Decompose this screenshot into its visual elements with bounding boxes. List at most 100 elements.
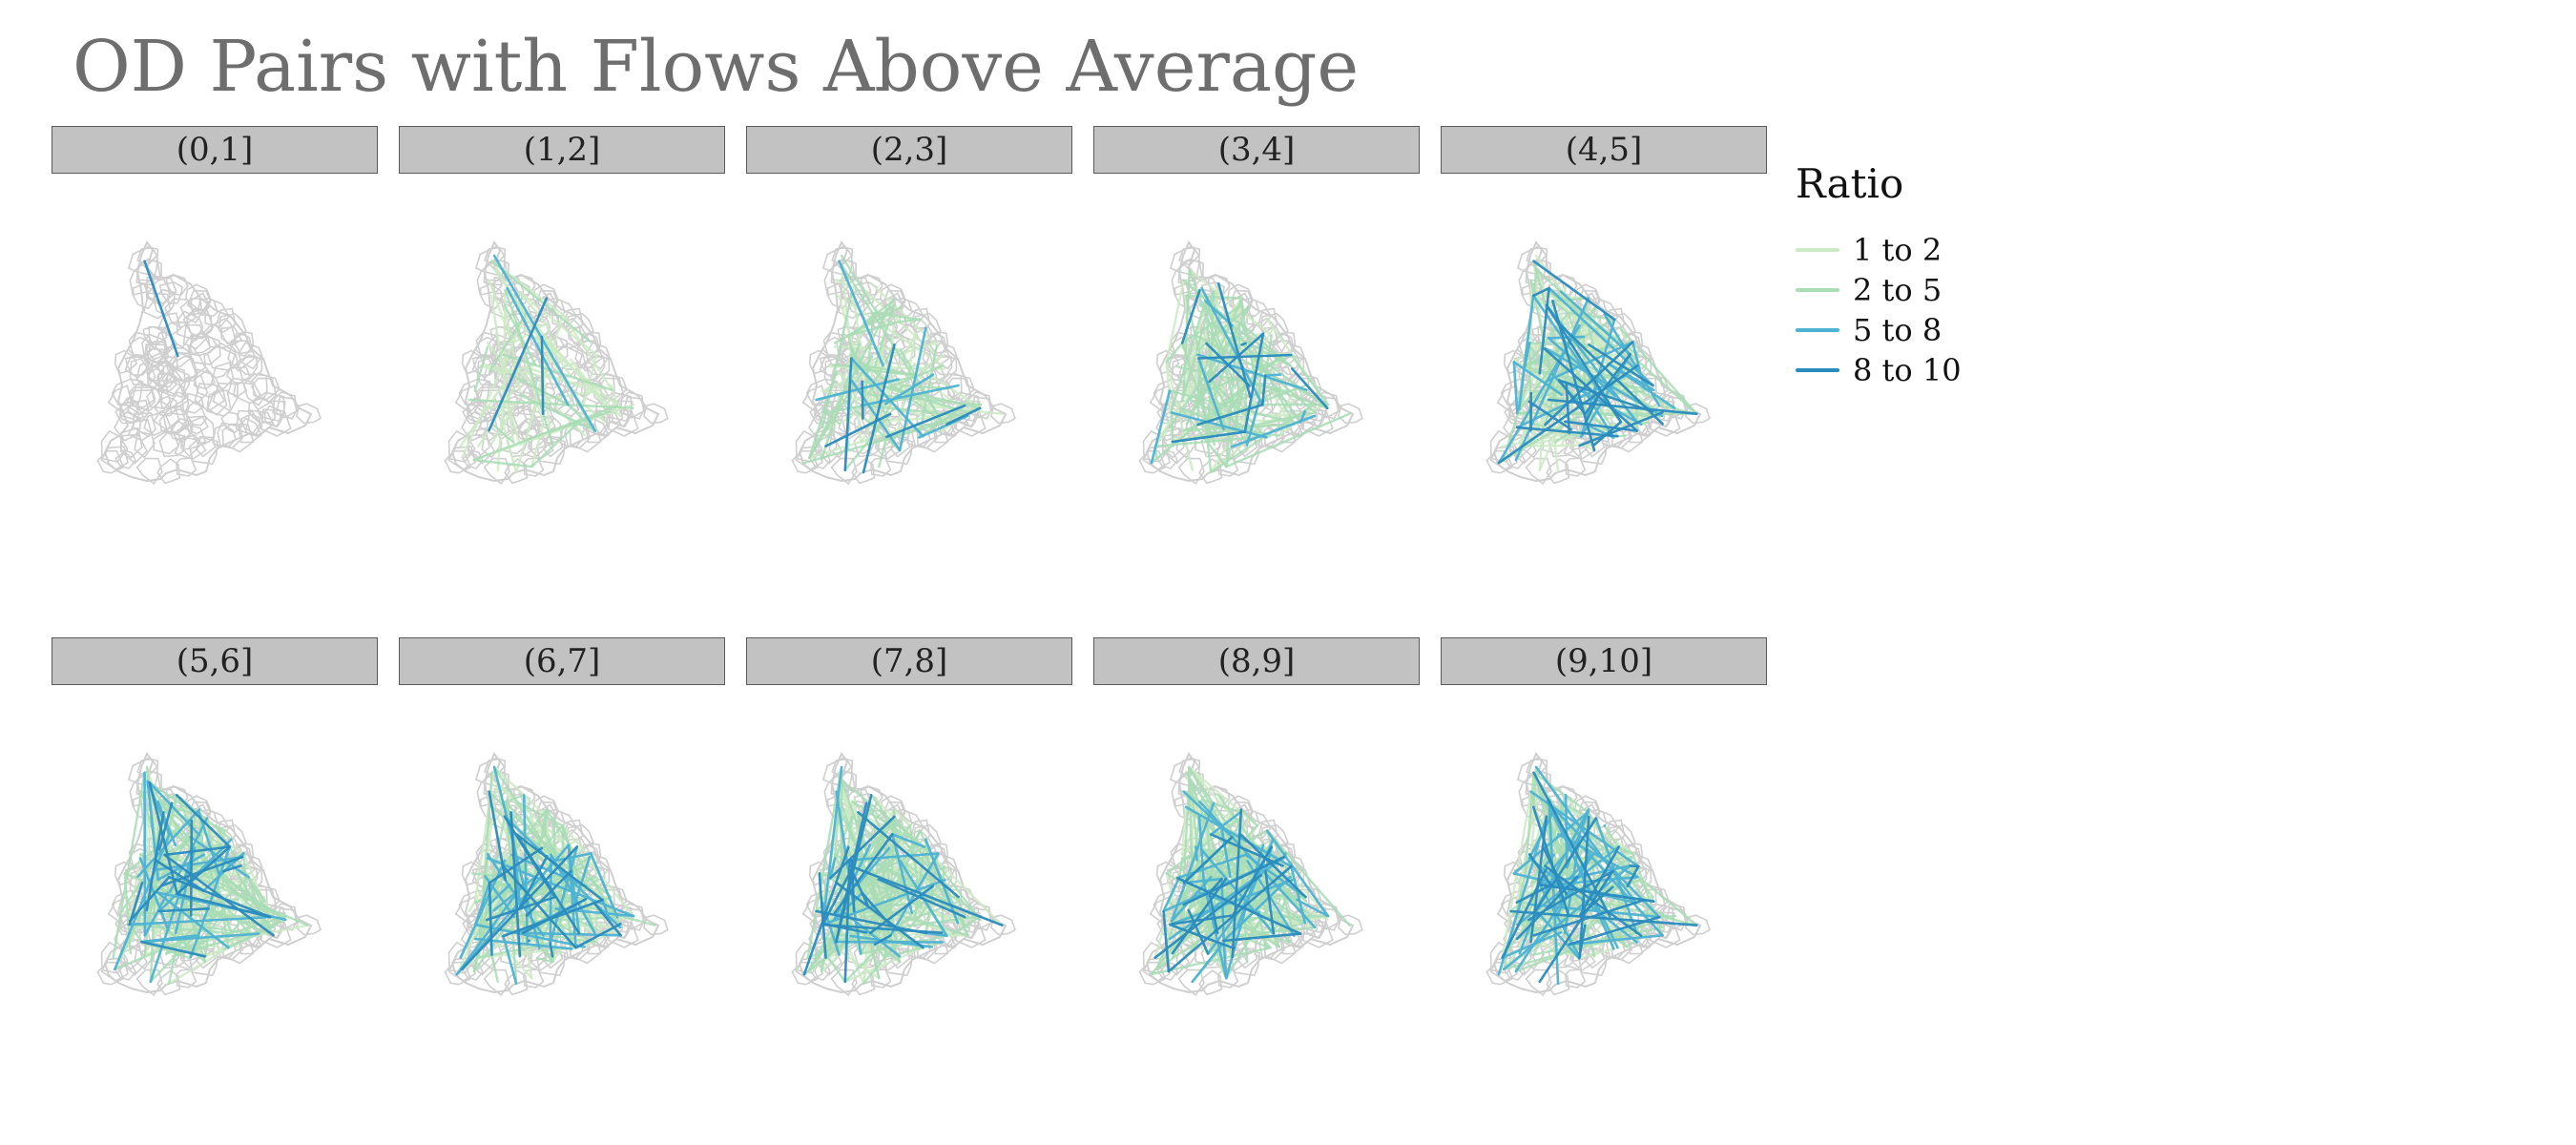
flow-line (1170, 875, 1213, 923)
flow-line (1603, 824, 1639, 879)
district-118 (227, 340, 258, 372)
flow-line (1265, 829, 1330, 918)
flow-line (176, 845, 232, 896)
flow-line (148, 781, 228, 909)
flow-line (1534, 808, 1590, 912)
flow-line (847, 334, 859, 375)
flow-line (485, 895, 556, 922)
district-65 (127, 336, 153, 358)
flow-line (1171, 430, 1247, 444)
district-46 (272, 391, 299, 420)
facet-strip-label: (9,10] (1441, 637, 1767, 685)
flow-line (571, 855, 592, 909)
district-29 (831, 758, 853, 778)
flow-line (459, 364, 518, 448)
flow-line (1538, 884, 1655, 903)
flow-line (1187, 397, 1268, 439)
district-52 (945, 903, 980, 934)
flow-line (1225, 412, 1351, 468)
flow-line (1526, 311, 1569, 366)
flow-line (1179, 780, 1191, 922)
district-125 (156, 458, 181, 485)
flow-line (1182, 835, 1234, 885)
flow-line (1629, 864, 1640, 868)
flow-line (1568, 915, 1661, 947)
district-130 (1503, 349, 1527, 375)
flow-line (189, 819, 194, 917)
flow-line (486, 781, 499, 856)
flow-line (821, 288, 854, 429)
district-125 (1198, 969, 1223, 996)
flow-line (502, 898, 604, 938)
district-boundaries (96, 240, 322, 485)
flow-line (883, 941, 945, 959)
district-119 (233, 382, 261, 405)
flow-line (509, 811, 522, 958)
flow-line (1527, 853, 1553, 887)
flow-line (1239, 322, 1296, 426)
flow-line (143, 260, 179, 358)
district-89 (210, 361, 235, 390)
flow-line (1524, 365, 1598, 387)
flow-line (1503, 864, 1631, 971)
district-71 (202, 317, 238, 349)
flow-line (1532, 771, 1589, 814)
flow-line (821, 923, 944, 935)
district-41 (124, 389, 156, 416)
district-32 (145, 276, 173, 307)
district-125 (1546, 969, 1570, 996)
district-123 (114, 399, 145, 425)
district-65 (474, 336, 500, 358)
flow-line (1546, 800, 1661, 919)
flow-line (140, 940, 207, 958)
flow-line (835, 279, 856, 290)
flow-line (526, 342, 552, 434)
flow-line (128, 875, 171, 923)
flow-line (1538, 286, 1550, 375)
flow-line (1563, 420, 1639, 432)
flow-line (1169, 923, 1236, 950)
flow-line (900, 817, 912, 827)
flow-line (1538, 869, 1614, 984)
flow-line (1195, 845, 1198, 862)
flow-line (864, 290, 937, 356)
district-92 (1525, 457, 1552, 485)
legend-item-8-to-10: 8 to 10 (1796, 350, 1962, 390)
flow-line (175, 794, 232, 848)
district-32 (840, 276, 867, 307)
district-137 (154, 395, 178, 417)
district-101 (263, 405, 282, 428)
flow-line (163, 845, 232, 857)
od-flows (455, 765, 656, 986)
flow-line (492, 765, 549, 819)
flow-line (1153, 435, 1272, 448)
district-131 (481, 429, 503, 459)
flow-line (1222, 932, 1302, 943)
flow-line (1165, 342, 1184, 364)
flow-line (490, 934, 533, 980)
flow-line (219, 914, 275, 929)
flow-line (519, 855, 549, 907)
district-93 (174, 434, 207, 461)
flow-line (1547, 398, 1698, 416)
district-92 (135, 457, 163, 485)
district-92 (483, 968, 510, 996)
district-55 (145, 340, 166, 361)
flow-line (860, 384, 960, 407)
flow-line (512, 907, 557, 919)
flow-line (1196, 403, 1264, 427)
district-133 (156, 372, 177, 392)
district-15 (870, 423, 902, 451)
district-130 (461, 861, 486, 886)
district-125 (504, 458, 529, 485)
flow-line (1162, 875, 1181, 913)
flow-line (822, 370, 839, 411)
facet-map (96, 752, 322, 996)
district-92 (830, 457, 858, 485)
facet-strip-label: (0,1] (52, 126, 378, 174)
flow-line (1527, 869, 1614, 922)
district-22 (585, 353, 611, 384)
flow-line (1168, 389, 1291, 423)
district-118 (574, 340, 605, 372)
flow-line (488, 311, 528, 373)
